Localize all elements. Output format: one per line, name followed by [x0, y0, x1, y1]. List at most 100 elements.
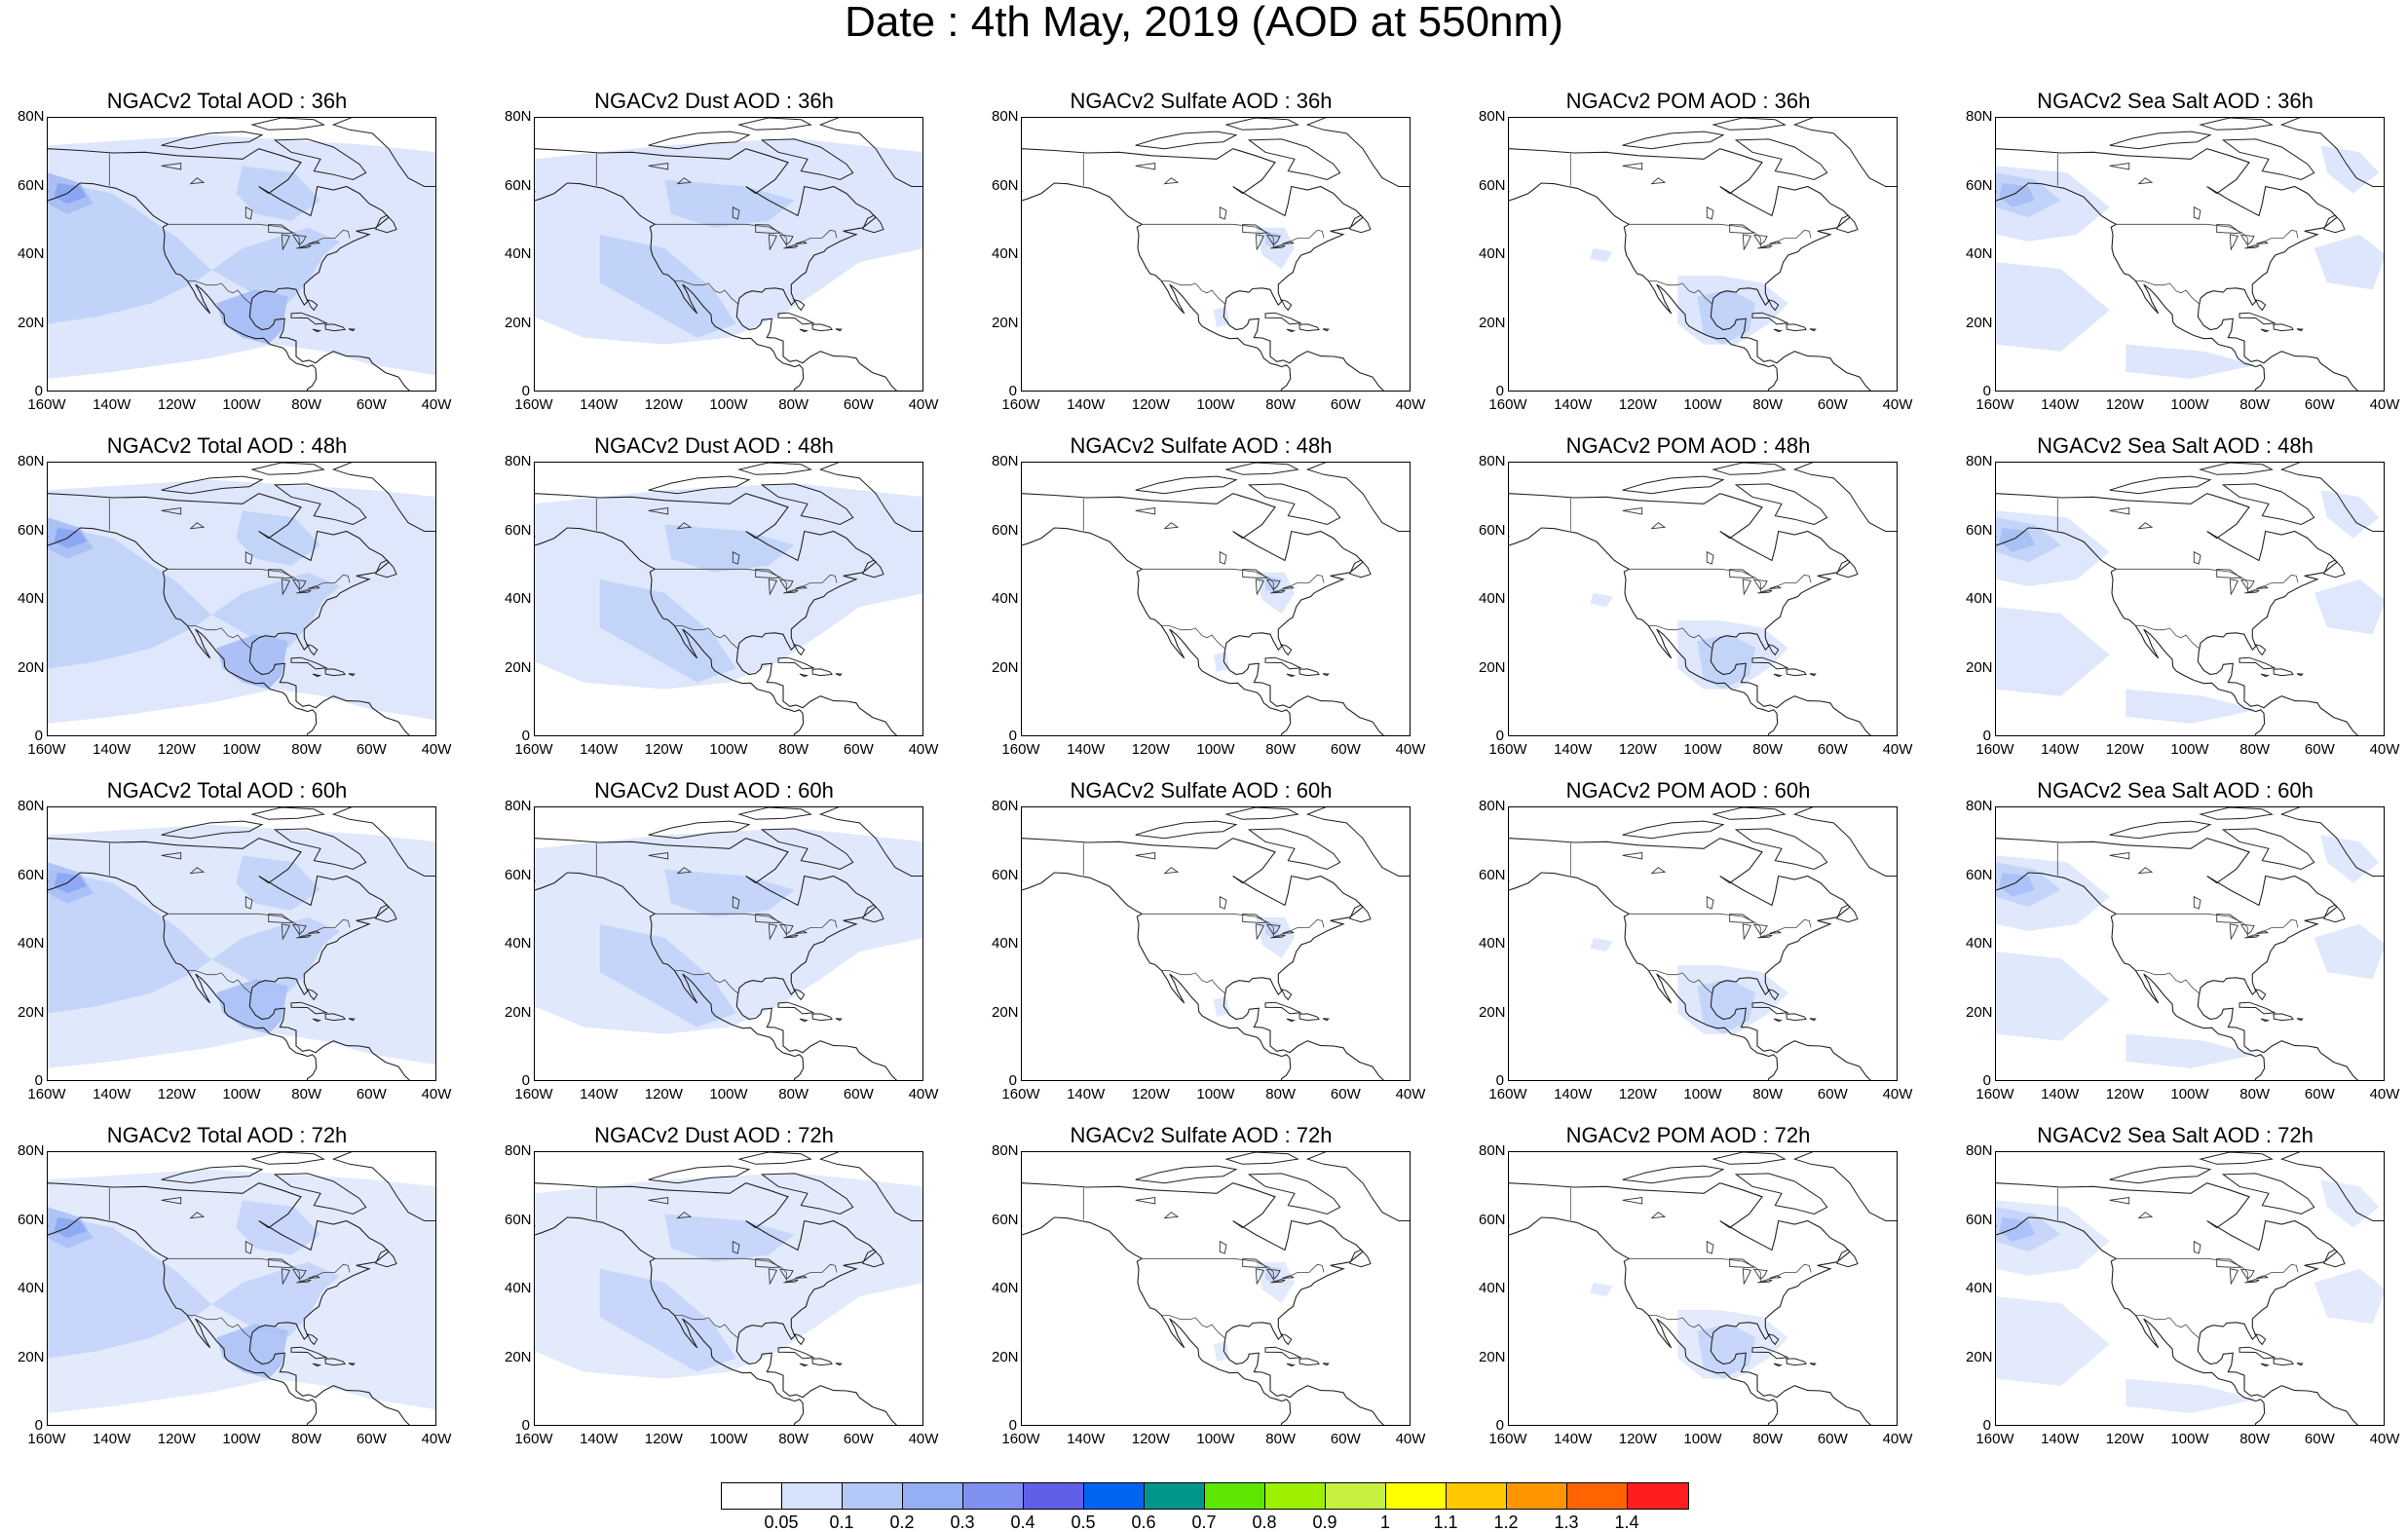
lake-outline [2193, 550, 2201, 565]
lake-outline [2239, 923, 2255, 936]
island-outline [811, 668, 833, 677]
aod-shading-region [2126, 344, 2256, 379]
lake-outline [1255, 579, 1264, 596]
island-outline [1264, 1346, 1302, 1360]
island-outline [1280, 1333, 1293, 1346]
island-outline [1836, 559, 1859, 579]
island-outline [1809, 1018, 1817, 1022]
island-outline [273, 828, 367, 871]
aod-shading-region [1213, 1340, 1230, 1362]
latitude-tick-label: 20N [505, 314, 532, 331]
latitude-tick-label: 60N [1966, 1211, 1993, 1228]
latitude-tick-label: 0 [521, 728, 530, 744]
island-outline [862, 559, 884, 579]
island-outline [161, 131, 264, 150]
longitude-tick-label: 80W [1265, 396, 1297, 413]
longitude-tick-label: 140W [1067, 741, 1106, 758]
island-outline [312, 1018, 322, 1023]
latitude-tick-label: 40N [18, 935, 45, 952]
latitude-tick-label: 80N [1479, 108, 1506, 125]
latitude-tick-label: 40N [992, 935, 1019, 952]
longitude-tick-label: 40W [1882, 1431, 1913, 1447]
panel-title: NGACv2 Total AOD : 36h [106, 89, 348, 113]
map-panel: NGACv2 POM AOD : 36h 80N 60N 40N 20N 0 160W 140… [1479, 90, 1912, 430]
island-outline [273, 483, 367, 526]
lake-outline [1163, 177, 1180, 185]
longitude-tick-label: 40W [2369, 1431, 2400, 1447]
map-panel: NGACv2 Sea Salt AOD : 60h 80N 60N 40N 20N 0 16… [1966, 779, 2399, 1120]
panel-title: NGACv2 Sulfate AOD : 48h [1070, 433, 1333, 458]
island-outline [1224, 1152, 1299, 1165]
aod-shading-region [2314, 923, 2384, 980]
lake-outline [1752, 579, 1768, 591]
longitude-tick-label: 60W [356, 1431, 387, 1447]
island-outline [1786, 1013, 1807, 1022]
map-frame [47, 462, 436, 736]
island-outline [1322, 1018, 1330, 1022]
lake-outline [795, 585, 808, 589]
lake-outline [1742, 923, 1751, 941]
longitude-tick-label: 100W [222, 1086, 261, 1102]
island-outline [1809, 1363, 1817, 1366]
longitude-tick-label: 160W [514, 1431, 553, 1447]
lake-outline [676, 177, 693, 185]
country-border [655, 913, 838, 938]
longitude-tick-label: 160W [1975, 1431, 2014, 1447]
coastline [48, 148, 411, 391]
aod-shading-region [2314, 234, 2384, 290]
map-panel: NGACv2 Sulfate AOD : 60h 80N 60N 40N 20N 0 160… [992, 779, 1425, 1120]
longitude-tick-label: 120W [1618, 396, 1657, 413]
island-outline [793, 989, 806, 1001]
map-panel: NGACv2 Dust AOD : 60h 80N 60N 40N 20N 0 160W 14… [505, 779, 938, 1120]
island-outline [1836, 214, 1859, 234]
map-panel: NGACv2 Total AOD : 36h 80N 60N 40N 20N 0 160W 1… [18, 89, 451, 430]
lake-outline [1769, 930, 1782, 934]
longitude-tick-label: 120W [644, 396, 683, 413]
island-outline [2109, 1165, 2212, 1184]
lake-outline [1270, 589, 1286, 594]
island-outline [1135, 1165, 1238, 1184]
map-panel: NGACv2 Sea Salt AOD : 48h 80N 60N 40N 20N 0 16… [1966, 434, 2399, 775]
colorbar-label: 0.4 [1010, 1513, 1035, 1532]
island-outline [250, 118, 325, 131]
island-outline [1286, 673, 1297, 678]
map-frame [1508, 462, 1898, 736]
lake-outline [1270, 1279, 1286, 1284]
longitude-tick-label: 60W [2304, 396, 2335, 413]
island-outline [1622, 131, 1725, 150]
map-panel: NGACv2 Dust AOD : 36h 80N 60N 40N 20N 0 160W 14… [505, 90, 938, 430]
lake-outline [245, 550, 253, 565]
latitude-tick-label: 0 [1982, 1072, 1991, 1089]
lake-outline [2216, 569, 2242, 579]
island-outline [1734, 138, 1828, 181]
longitude-tick-label: 120W [1618, 1086, 1657, 1102]
longitude-tick-label: 160W [514, 396, 553, 413]
longitude-tick-label: 100W [1196, 1086, 1235, 1102]
island-outline [1773, 328, 1784, 333]
latitude-tick-label: 40N [18, 245, 45, 262]
island-outline [2296, 1018, 2304, 1022]
country-border [168, 568, 351, 593]
aod-shading-region [2126, 1378, 2256, 1413]
lake-outline [1265, 579, 1281, 591]
lake-outline [1282, 1275, 1295, 1279]
longitude-tick-label: 60W [2304, 741, 2335, 758]
lake-outline [1769, 241, 1782, 244]
map-panel: NGACv2 POM AOD : 72h 80N 60N 40N 20N 0 160W 140… [1479, 1124, 1912, 1465]
longitude-tick-label: 120W [157, 396, 196, 413]
island-outline [273, 1173, 367, 1215]
lake-outline [1242, 1258, 1268, 1268]
longitude-tick-label: 140W [580, 1086, 619, 1102]
map-frame [1508, 117, 1898, 392]
latitude-tick-label: 60N [505, 866, 532, 883]
aod-shading-region [1590, 1282, 1613, 1297]
latitude-tick-label: 0 [34, 383, 43, 399]
country-border [1648, 969, 1712, 994]
aod-map [1022, 807, 1410, 1080]
latitude-tick-label: 20N [992, 1348, 1019, 1365]
island-outline [1349, 214, 1372, 234]
map-panel: NGACv2 Total AOD : 48h 80N 60N 40N 20N 0 160W 1… [18, 434, 451, 775]
island-outline [648, 820, 751, 840]
aod-map [535, 1152, 922, 1425]
island-outline [375, 214, 397, 234]
